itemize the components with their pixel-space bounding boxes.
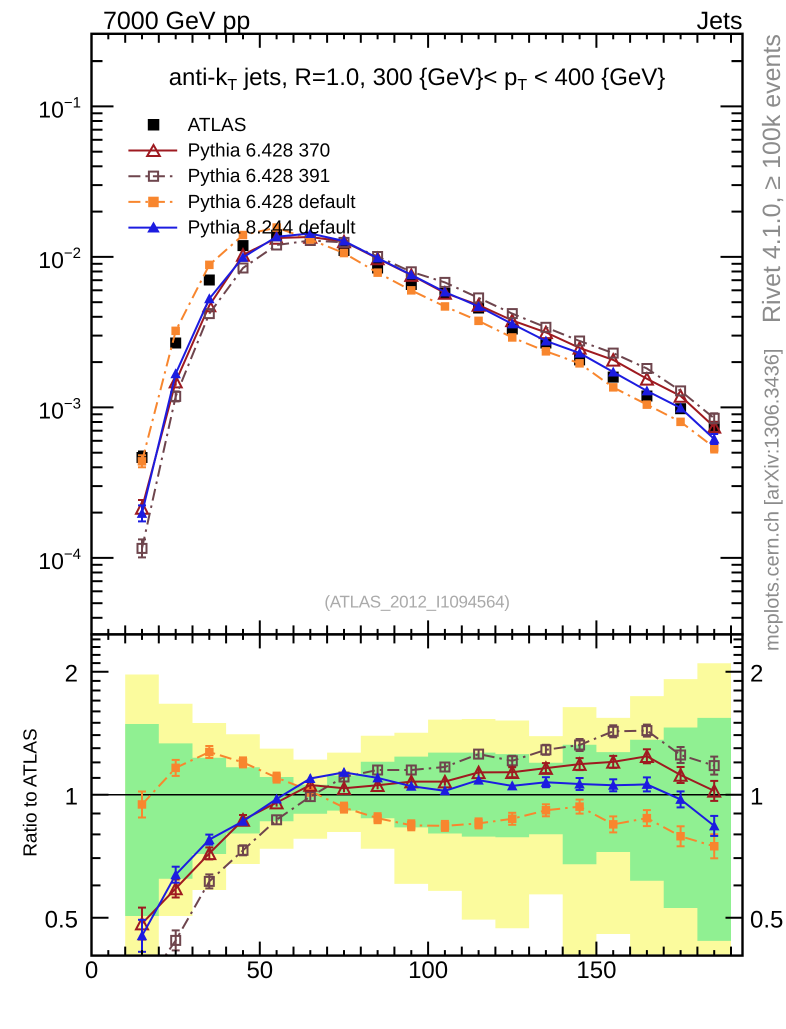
svg-text:0.5: 0.5: [750, 906, 783, 933]
svg-text:Pythia 6.428 391: Pythia 6.428 391: [188, 166, 331, 187]
svg-text:150: 150: [576, 957, 616, 984]
svg-text:Pythia 6.428 370: Pythia 6.428 370: [188, 141, 331, 162]
svg-text:Pythia 6.428 default: Pythia 6.428 default: [188, 192, 357, 213]
svg-text:0: 0: [85, 957, 98, 984]
svg-text:0.5: 0.5: [45, 906, 78, 933]
svg-text:Jets: Jets: [697, 7, 743, 35]
svg-text:Ratio to ATLAS: Ratio to ATLAS: [20, 728, 41, 857]
svg-text:100: 100: [408, 957, 448, 984]
svg-text:mcplots.cern.ch [arXiv:1306.34: mcplots.cern.ch [arXiv:1306.3436]: [762, 349, 784, 651]
svg-text:50: 50: [246, 957, 273, 984]
svg-text:Pythia 8.244 default: Pythia 8.244 default: [188, 218, 357, 239]
svg-text:10−2: 10−2: [38, 245, 81, 273]
svg-text:anti-kT jets, R=1.0, 300 {GeV}: anti-kT jets, R=1.0, 300 {GeV}< pT < 400…: [169, 64, 666, 94]
svg-text:7000 GeV pp: 7000 GeV pp: [103, 7, 250, 35]
svg-text:2: 2: [750, 660, 763, 687]
svg-text:ATLAS: ATLAS: [188, 115, 247, 136]
svg-text:Rivet 4.1.0, ≥ 100k events: Rivet 4.1.0, ≥ 100k events: [758, 34, 786, 323]
svg-text:(ATLAS_2012_I1094564): (ATLAS_2012_I1094564): [324, 593, 509, 612]
svg-text:1: 1: [65, 783, 78, 810]
svg-text:2: 2: [65, 660, 78, 687]
svg-text:1: 1: [750, 783, 763, 810]
